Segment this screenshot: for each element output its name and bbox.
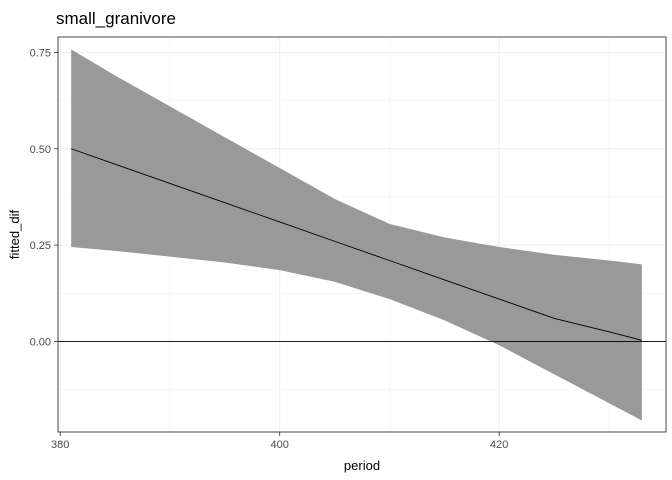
y-axis-title: fitted_dif xyxy=(7,210,22,260)
y-tick-label: 0.75 xyxy=(30,47,51,59)
y-tick-label: 0.25 xyxy=(30,240,51,252)
chart-title: small_granivore xyxy=(56,9,176,28)
x-axis: 380 400 420 xyxy=(51,432,508,451)
panel-border xyxy=(57,36,667,433)
fitted-line xyxy=(71,148,642,341)
x-tick-label: 400 xyxy=(271,439,289,451)
x-tick-label: 380 xyxy=(51,439,69,451)
y-axis: 0.00 0.25 0.50 0.75 xyxy=(30,47,58,348)
x-tick-label: 420 xyxy=(490,439,508,451)
confidence-ribbon xyxy=(71,49,642,421)
y-tick-label: 0.50 xyxy=(30,144,51,156)
y-tick-label: 0.00 xyxy=(30,336,51,348)
x-axis-title: period xyxy=(344,458,380,473)
